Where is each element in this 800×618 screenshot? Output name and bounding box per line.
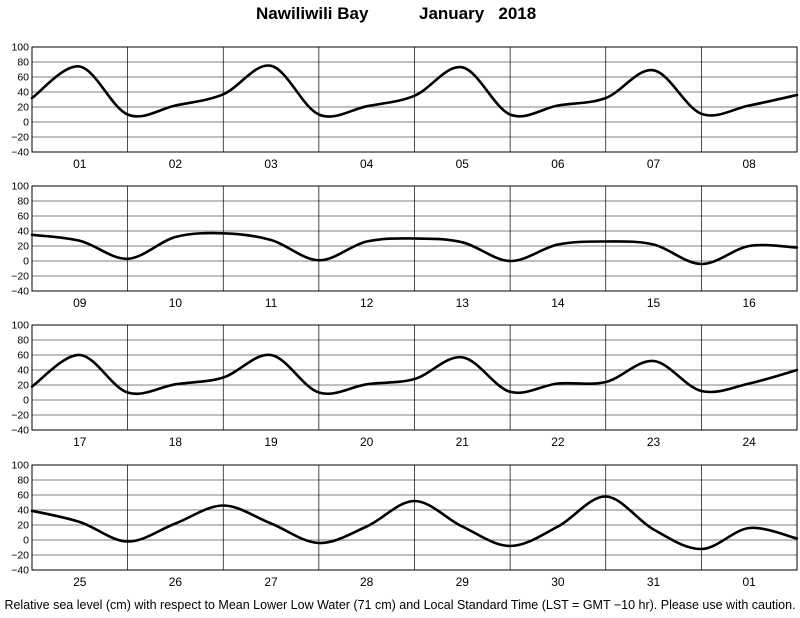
y-tick-label: −40 [11,147,29,159]
tide-curve [30,495,799,551]
y-tick-label: 80 [17,196,29,208]
y-tick-label: −20 [11,271,29,283]
tide-curve [30,231,799,266]
y-tick-label: 20 [17,102,29,114]
x-day-label: 03 [264,157,278,171]
y-tick-label: 60 [17,350,29,362]
y-tick-label: −20 [11,410,29,422]
x-day-label: 04 [360,157,374,171]
x-day-label: 18 [169,435,183,449]
x-day-label: 12 [360,296,374,310]
chart-caption: Relative sea level (cm) with respect to … [4,598,796,612]
title-month: January 2018 [419,4,537,23]
plot-frame [31,46,798,153]
x-day-label: 21 [456,435,470,449]
x-day-label: 07 [647,157,661,171]
x-day-label: 13 [456,296,470,310]
plot-frame [31,324,798,431]
tide-curve [30,64,799,118]
y-tick-label: −20 [11,550,29,562]
x-day-label: 15 [647,296,661,310]
x-day-label: 01 [743,575,757,589]
x-day-label: 26 [169,575,183,589]
x-day-label: 28 [360,575,374,589]
x-day-label: 17 [73,435,87,449]
y-tick-label: 100 [11,460,29,472]
y-tick-label: 40 [17,226,29,238]
y-tick-label: 80 [17,475,29,487]
y-tick-label: −40 [11,565,29,577]
x-day-label: 19 [264,435,278,449]
y-tick-label: −20 [11,132,29,144]
y-tick-label: 100 [11,42,29,54]
plot-frame [31,464,798,571]
x-day-label: 09 [73,296,87,310]
y-tick-label: −40 [11,286,29,298]
x-day-label: 10 [169,296,183,310]
x-day-label: 25 [73,575,87,589]
chart-title: Nawiliwili Bay January 2018 [0,4,800,26]
y-tick-label: 40 [17,87,29,99]
y-tick-label: 100 [11,320,29,332]
y-tick-label: 0 [23,395,29,407]
x-day-label: 01 [73,157,87,171]
title-station: Nawiliwili Bay [256,4,369,23]
y-tick-label: 100 [11,181,29,193]
tide-curve [30,353,799,395]
y-tick-label: 80 [17,57,29,69]
y-tick-label: 40 [17,505,29,517]
x-day-label: 06 [551,157,565,171]
plot-frame [31,185,798,292]
y-tick-label: 0 [23,256,29,268]
y-tick-label: 60 [17,72,29,84]
x-day-label: 05 [456,157,470,171]
y-tick-label: 60 [17,211,29,223]
x-day-label: 20 [360,435,374,449]
x-day-label: 27 [264,575,278,589]
x-day-label: 02 [169,157,183,171]
y-tick-label: 20 [17,520,29,532]
x-day-label: 24 [743,435,757,449]
x-day-label: 16 [743,296,757,310]
x-day-label: 14 [551,296,565,310]
y-tick-label: −40 [11,425,29,437]
y-tick-label: 60 [17,490,29,502]
y-tick-label: 20 [17,380,29,392]
y-tick-label: 80 [17,335,29,347]
y-tick-label: 20 [17,241,29,253]
x-day-label: 22 [551,435,565,449]
x-day-label: 11 [265,296,278,310]
x-day-label: 23 [647,435,661,449]
y-tick-label: 40 [17,365,29,377]
x-day-label: 31 [647,575,661,589]
y-tick-label: 0 [23,117,29,129]
x-day-label: 08 [743,157,757,171]
x-day-label: 29 [456,575,470,589]
x-day-label: 30 [551,575,565,589]
y-tick-label: 0 [23,535,29,547]
